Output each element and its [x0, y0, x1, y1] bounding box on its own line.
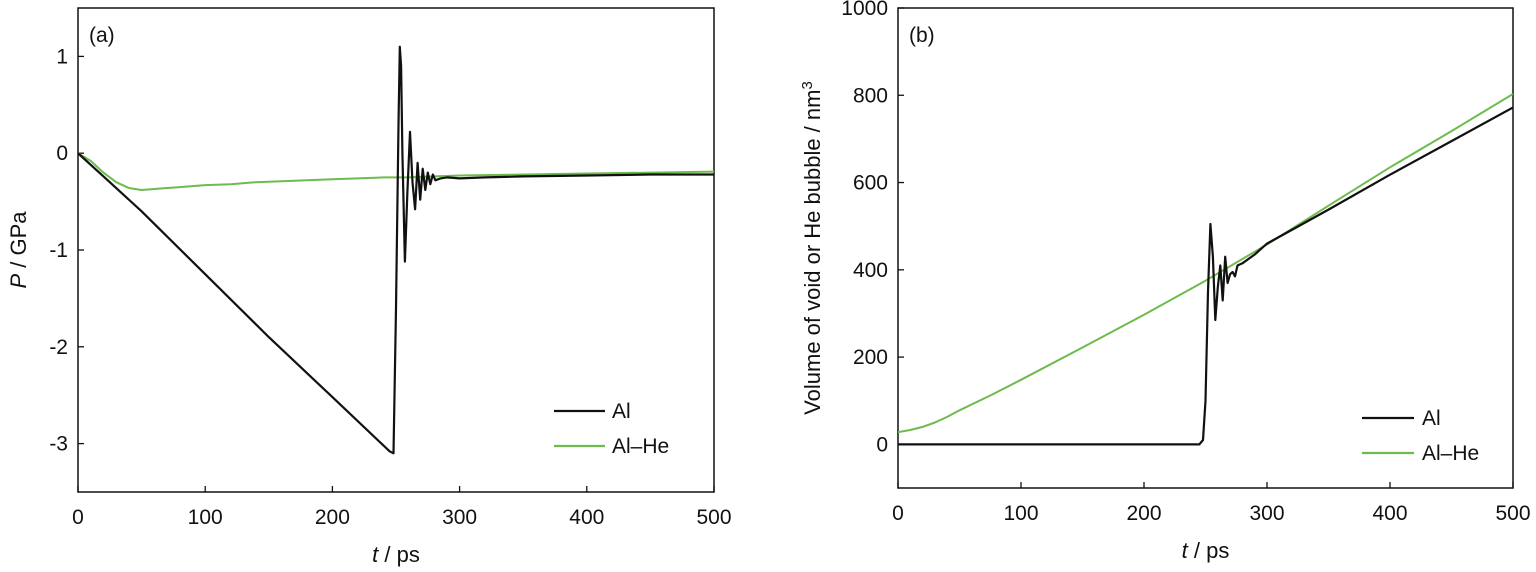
series-line-al-he	[898, 93, 1513, 434]
plot-frame	[897, 7, 1514, 489]
x-tick-label: 0	[72, 506, 84, 529]
y-tick-label: 800	[853, 84, 888, 107]
x-tick-label: 200	[315, 506, 350, 529]
x-tick-label: 200	[1126, 502, 1161, 525]
legend-label: Al	[1422, 407, 1441, 430]
x-tick-label: 300	[442, 506, 477, 529]
y-axis-title: P / GPa	[6, 211, 31, 289]
legend: Al Al–He	[1362, 407, 1479, 465]
x-tick-label: 400	[569, 506, 604, 529]
x-axis-title: t / ps	[1182, 538, 1230, 563]
y-tick-label: 0	[56, 142, 68, 165]
panel-b: 0 100 200 300 400 500 0 200 400 600 800 1000 (b) t / …	[799, 0, 1531, 563]
y-tick-label: 600	[853, 172, 888, 195]
panel-label: (a)	[89, 24, 115, 47]
x-axis-title: t / ps	[372, 542, 420, 567]
y-tick-label: 0	[876, 433, 888, 456]
x-tick-label: 500	[696, 506, 731, 529]
x-tick-label: 100	[188, 506, 223, 529]
panel-a: 0 100 200 300 400 500 -3 -2 -1 0 1 (a) t / ps P / GPa…	[6, 7, 732, 567]
y-tick-label: 200	[853, 346, 888, 369]
legend-label: Al–He	[1422, 442, 1479, 465]
legend-label: Al–He	[612, 435, 669, 458]
y-tick-label: -3	[49, 433, 68, 456]
x-tick-label: 300	[1249, 502, 1284, 525]
y-tick-label: -2	[49, 336, 68, 359]
y-tick-label: -1	[49, 239, 68, 262]
panel-label: (b)	[909, 24, 935, 47]
legend: Al Al–He	[554, 400, 669, 458]
x-tick-label: 400	[1372, 502, 1407, 525]
y-tick-label: 400	[853, 259, 888, 282]
series-line-al	[898, 106, 1513, 446]
x-tick-label: 0	[892, 502, 904, 525]
y-tick-label: 1	[56, 45, 68, 68]
legend-label: Al	[612, 400, 631, 423]
y-axis-title: Volume of void or He bubble / nm3	[799, 81, 826, 415]
x-tick-label: 100	[1003, 502, 1038, 525]
series-line-al-he	[78, 152, 714, 191]
x-tick-label: 500	[1495, 502, 1530, 525]
series-line-al	[78, 45, 714, 455]
y-tick-label: 1000	[841, 0, 888, 20]
